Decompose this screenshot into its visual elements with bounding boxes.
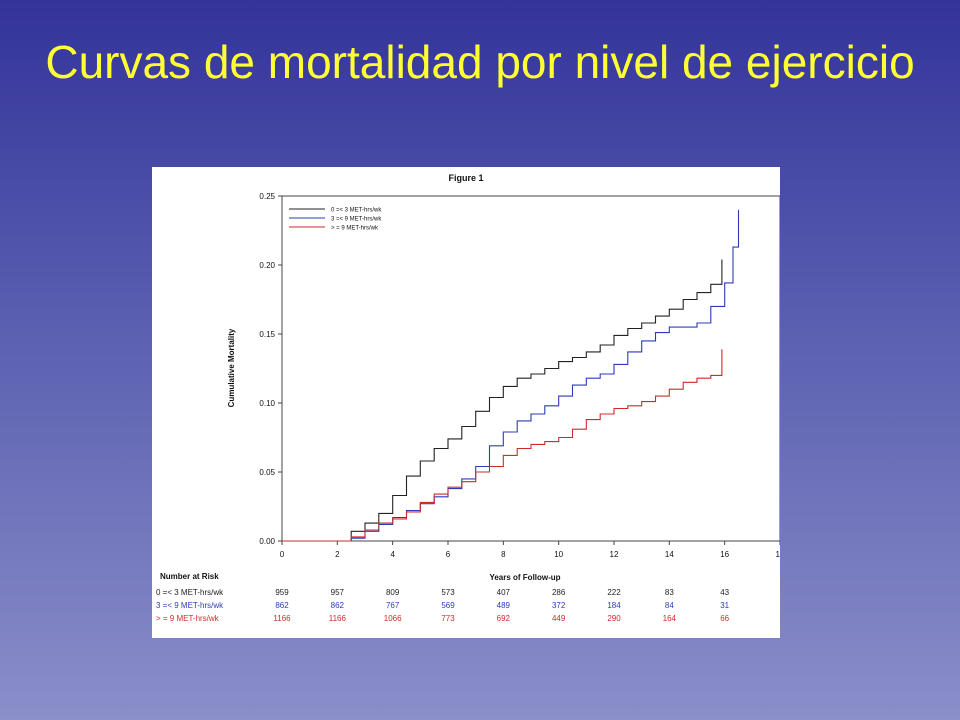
x-tick-label: 6 — [446, 550, 451, 559]
risk-value: 573 — [441, 588, 455, 597]
risk-value: 1066 — [384, 614, 402, 623]
x-tick-label: 10 — [554, 550, 563, 559]
risk-value: 773 — [441, 614, 455, 623]
risk-value: 489 — [497, 601, 511, 610]
risk-value: 449 — [552, 614, 566, 623]
risk-table-header: Number at Risk — [160, 572, 219, 581]
y-axis-label: Cumulative Mortality — [227, 328, 236, 407]
risk-value: 692 — [497, 614, 511, 623]
risk-value: 84 — [665, 601, 674, 610]
x-tick-label: 18 — [776, 550, 780, 559]
chart-title: Figure 1 — [448, 173, 483, 183]
risk-value: 1166 — [273, 614, 291, 623]
x-tick-label: 2 — [335, 550, 340, 559]
figure-panel: Figure 1 0.00 0.05 0.10 0.15 0.20 0.25 0 2 4 6 8 10 1… — [152, 167, 780, 638]
risk-value: 767 — [386, 601, 400, 610]
series-line-2 — [282, 209, 740, 542]
y-tick-label: 0.00 — [259, 537, 275, 546]
y-tick-label: 0.15 — [259, 330, 275, 339]
risk-value: 164 — [663, 614, 677, 623]
risk-value: 407 — [497, 588, 511, 597]
mortality-chart: Figure 1 0.00 0.05 0.10 0.15 0.20 0.25 0 2 4 6 8 10 1… — [156, 173, 780, 623]
x-tick-label: 8 — [501, 550, 506, 559]
risk-value: 83 — [665, 588, 674, 597]
risk-value: 286 — [552, 588, 566, 597]
risk-row-label: > = 9 MET-hrs/wk — [156, 614, 220, 623]
risk-value: 959 — [275, 588, 289, 597]
x-tick-label: 12 — [610, 550, 619, 559]
risk-value: 66 — [720, 614, 729, 623]
risk-value: 290 — [607, 614, 621, 623]
x-axis-label: Years of Follow-up — [489, 573, 560, 582]
risk-value: 957 — [331, 588, 345, 597]
series-line-3 — [282, 349, 723, 542]
risk-row-label: 3 =< 9 MET-hrs/wk — [156, 601, 224, 610]
x-tick-label: 16 — [720, 550, 729, 559]
risk-value: 862 — [331, 601, 345, 610]
plot-frame — [281, 195, 780, 542]
risk-value: 809 — [386, 588, 400, 597]
risk-value: 1166 — [329, 614, 347, 623]
risk-value: 184 — [607, 601, 621, 610]
risk-value: 31 — [720, 601, 729, 610]
y-tick-label: 0.05 — [259, 468, 275, 477]
legend-entry: > = 9 MET-hrs/wk — [331, 226, 379, 232]
x-tick-label: 4 — [390, 550, 395, 559]
series-line-1 — [282, 259, 723, 542]
y-tick-label: 0.10 — [259, 399, 275, 408]
risk-row-label: 0 =< 3 MET-hrs/wk — [156, 588, 224, 597]
legend-entry: 0 =< 3 MET-hrs/wk — [331, 208, 382, 214]
risk-value: 569 — [441, 601, 455, 610]
slide-title: Curvas de mortalidad por nivel de ejerci… — [45, 36, 915, 88]
y-tick-label: 0.20 — [259, 261, 275, 270]
legend-entry: 3 =< 9 MET-hrs/wk — [331, 217, 382, 223]
y-tick-label: 0.25 — [259, 192, 275, 201]
risk-value: 862 — [275, 601, 289, 610]
risk-value: 222 — [607, 588, 621, 597]
risk-value: 43 — [720, 588, 729, 597]
risk-value: 372 — [552, 601, 566, 610]
x-tick-label: 14 — [665, 550, 674, 559]
x-tick-label: 0 — [280, 550, 285, 559]
